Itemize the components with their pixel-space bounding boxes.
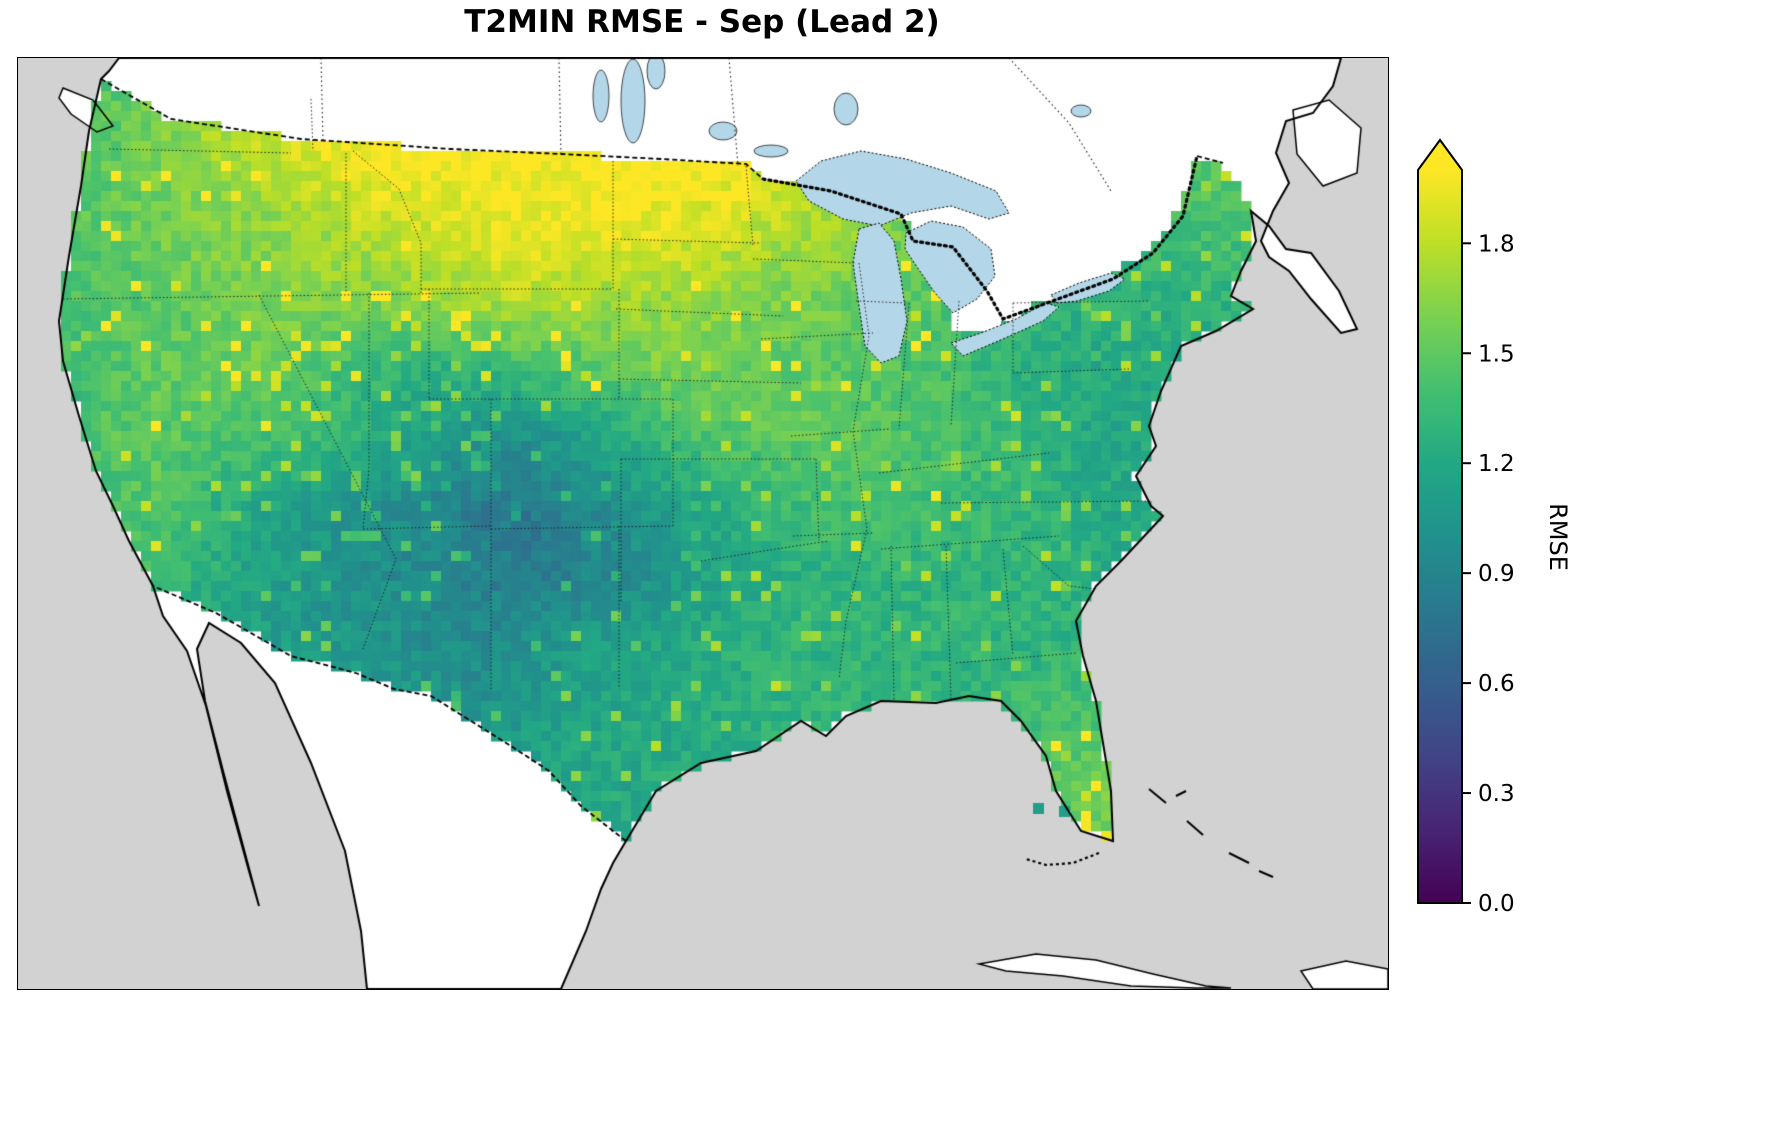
- colorbar-tick-label: 0.3: [1478, 781, 1515, 807]
- colorbar-tick-label: 1.2: [1478, 451, 1515, 477]
- colorbar-tick-label: 0.6: [1478, 671, 1515, 697]
- colorbar-ticks: 0.0 0.3 0.6 0.9 1.2 1.5 1.8: [1462, 231, 1515, 917]
- colorbar-tick-label: 1.8: [1478, 231, 1515, 257]
- colorbar-extend-arrow: [1418, 140, 1462, 170]
- colorbar-outline: [1417, 138, 1463, 904]
- chart-title: T2MIN RMSE - Sep (Lead 2): [464, 4, 940, 40]
- colorbar-tick-label: 0.9: [1478, 561, 1515, 587]
- colorbar-tick-label: 1.5: [1478, 341, 1515, 367]
- colorbar-tick-label: 0.0: [1478, 891, 1515, 917]
- map-panel: [17, 57, 1389, 990]
- map-canvas: [18, 58, 1388, 989]
- colorbar-gradient: [1418, 170, 1462, 903]
- colorbar: 0.0 0.3 0.6 0.9 1.2 1.5 1.8 RMSE: [1417, 138, 1572, 917]
- colorbar-axis-label: RMSE: [1544, 503, 1572, 571]
